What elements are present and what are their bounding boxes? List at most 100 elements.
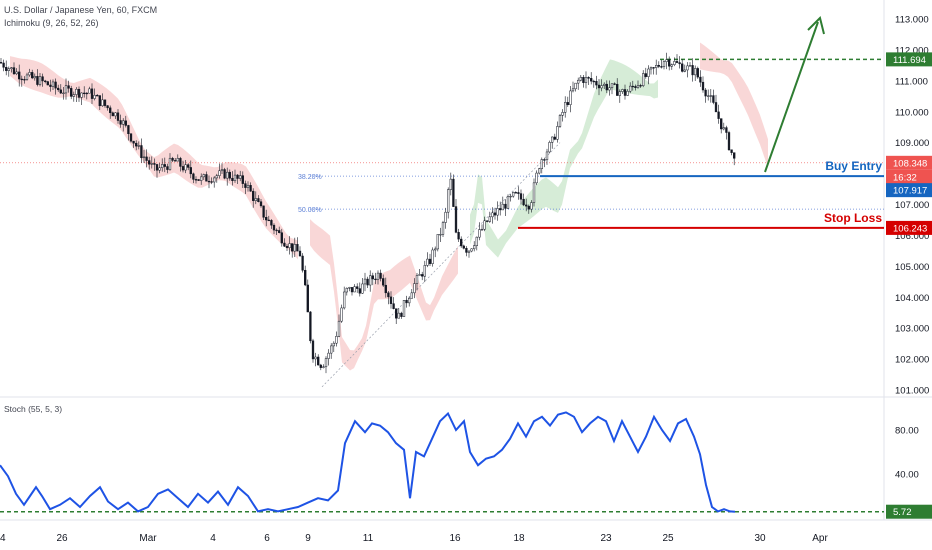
price-tick-label: 111.000 [895,76,928,87]
candle [590,72,593,85]
candle [335,331,338,347]
candle [384,277,387,298]
candle-down [400,312,403,317]
fib-382-label: 38.20% [298,174,322,181]
candle-up [122,120,125,125]
candle-up [608,87,611,91]
candle [10,67,13,73]
candle-down [350,287,354,293]
candle-up [670,64,673,67]
candle-up [618,91,621,96]
candle [587,76,590,85]
candle [509,194,512,202]
candle-up [226,171,229,179]
candle [405,295,408,308]
candle-down [717,111,720,119]
candle [337,314,341,338]
candle-up [88,88,91,94]
candle [501,196,504,211]
candle-up [449,178,452,190]
candle-up [629,85,632,92]
candle [155,163,159,178]
candle [616,78,619,96]
candle-down [733,152,736,159]
candle-up [436,234,439,250]
candle-down [371,275,374,280]
stop-loss-price-tag: 106.243 [886,220,932,235]
candle-down [668,59,671,67]
candles [0,52,736,374]
candle-down [374,278,377,281]
candle-down [116,112,120,121]
candle [564,96,567,118]
candle [421,271,424,281]
price-tick-label: 110.000 [895,107,929,118]
candle-down [382,278,385,286]
candle [431,247,434,267]
candle-down [421,274,424,277]
candle-down [566,102,569,105]
candle-up [150,163,153,165]
candle [285,243,289,252]
candle [124,115,127,128]
candle-up [418,274,421,276]
candle [558,113,562,128]
candle [543,157,546,168]
candle [25,72,29,81]
candle-down [634,86,637,88]
candle [353,284,356,293]
candle [678,56,681,69]
candle-down [249,185,252,192]
candle [103,99,107,108]
trend-line [321,142,561,388]
candle [257,195,260,203]
price-tick-label: 101.000 [895,386,929,397]
candle-down [46,81,49,86]
candle [597,79,601,96]
candle-up [353,286,356,293]
candle [62,87,65,100]
candle [51,79,55,90]
candle [207,175,211,189]
candle [496,201,499,221]
candle-up [202,174,205,178]
candle [168,153,172,171]
candle [577,77,580,90]
time-tick-label: Apr [812,533,828,544]
candle-down [605,83,608,91]
candle-up [564,102,567,113]
candle-up [413,283,416,294]
candle [434,246,437,258]
candle [441,220,445,237]
candle [46,80,49,86]
candle-down [306,284,309,313]
candle-down [460,238,463,247]
candle [358,282,361,297]
candle-up [423,265,426,277]
candle-down [486,220,489,222]
candle-up [655,64,658,68]
candle-up [434,248,437,251]
candle-down [41,76,44,82]
candle-down [252,190,255,201]
candle-down [106,105,109,109]
candle [90,83,94,104]
candle-up [642,73,645,86]
candle-down [275,229,278,232]
candle [530,200,533,213]
candle [369,270,372,292]
candle [111,111,114,117]
candle-up [530,202,533,210]
fib-500-label: 50.00% [298,207,322,214]
candle-up [361,283,364,294]
candle-up [649,67,653,70]
candle-up [337,320,341,337]
candle-down [127,125,130,134]
candle [517,186,520,200]
candle [574,82,577,92]
candle [527,204,530,214]
candle-up [369,275,372,286]
candle [647,65,650,85]
candle [470,248,473,253]
